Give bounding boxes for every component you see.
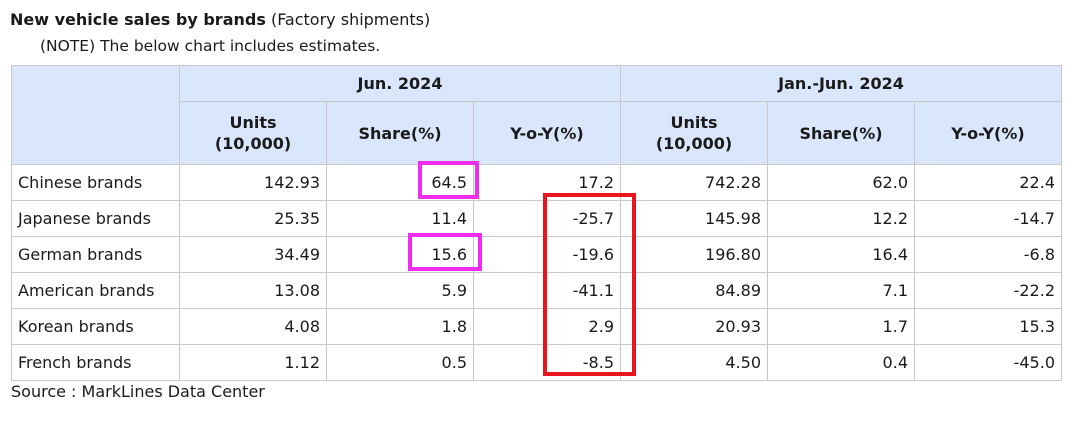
cell-brand: Chinese brands: [11, 164, 180, 201]
cell-h1-units: 84.89: [620, 272, 768, 309]
table-title-main: New vehicle sales by brands: [10, 10, 266, 29]
header-h1-yoy: Y-o-Y(%): [914, 101, 1062, 165]
header-period-h1: Jan.-Jun. 2024: [620, 65, 1062, 102]
cell-h1-share: 16.4: [767, 236, 915, 273]
sales-table: Jun. 2024 Jan.-Jun. 2024 Units (10,000) S…: [11, 65, 1062, 381]
cell-brand: French brands: [11, 344, 180, 381]
cell-h1-units: 742.28: [620, 164, 768, 201]
highlight-box-chinese-share: [418, 161, 479, 199]
cell-jun-share: 11.4: [326, 200, 474, 237]
table-row: Chinese brands 142.93 64.5 17.2 742.28 62.0 22…: [11, 164, 1062, 201]
cell-jun-yoy: 2.9: [473, 308, 621, 345]
header-jun-share: Share(%): [326, 101, 474, 165]
header-period-jun: Jun. 2024: [179, 65, 621, 102]
cell-jun-share: 1.8: [326, 308, 474, 345]
cell-jun-units: 4.08: [179, 308, 327, 345]
cell-jun-units: 13.08: [179, 272, 327, 309]
cell-jun-share: 64.5: [326, 164, 474, 201]
table-note: (NOTE) The below chart includes estimate…: [40, 37, 381, 55]
header-row-columns: Units (10,000) Share(%) Y-o-Y(%) Units (10…: [12, 101, 1062, 165]
cell-h1-yoy: 22.4: [914, 164, 1062, 201]
cell-h1-units: 196.80: [620, 236, 768, 273]
cell-h1-yoy: -6.8: [914, 236, 1062, 273]
cell-jun-share: 0.5: [326, 344, 474, 381]
table-row: French brands 1.12 0.5 -8.5 4.50 0.4 -45.0: [11, 344, 1062, 381]
cell-h1-units: 20.93: [620, 308, 768, 345]
cell-h1-share: 62.0: [767, 164, 915, 201]
cell-jun-share: 15.6: [326, 236, 474, 273]
header-h1-units: Units (10,000): [620, 101, 768, 165]
cell-h1-units: 145.98: [620, 200, 768, 237]
table-row: Korean brands 4.08 1.8 2.9 20.93 1.7 15.3: [11, 308, 1062, 345]
cell-jun-yoy: -19.6: [473, 236, 621, 273]
cell-h1-yoy: 15.3: [914, 308, 1062, 345]
cell-jun-share: 5.9: [326, 272, 474, 309]
cell-h1-units: 4.50: [620, 344, 768, 381]
header-brand-corner: [11, 65, 180, 165]
cell-jun-units: 25.35: [179, 200, 327, 237]
cell-brand: Korean brands: [11, 308, 180, 345]
source-note: Source : MarkLines Data Center: [11, 382, 265, 401]
cell-h1-yoy: -45.0: [914, 344, 1062, 381]
cell-h1-share: 7.1: [767, 272, 915, 309]
table-row: Japanese brands 25.35 11.4 -25.7 145.98 12.2-…: [11, 200, 1062, 237]
table-title-sub: (Factory shipments): [270, 10, 431, 29]
header-h1-share: Share(%): [767, 101, 915, 165]
header-jun-units: Units (10,000): [179, 101, 327, 165]
cell-jun-units: 142.93: [179, 164, 327, 201]
cell-h1-share: 1.7: [767, 308, 915, 345]
table-row: German brands 34.49 15.6 -19.6 196.80 16.4 -6.…: [11, 236, 1062, 273]
cell-brand: German brands: [11, 236, 180, 273]
header-row-periods: Jun. 2024 Jan.-Jun. 2024: [11, 65, 1062, 165]
highlight-box-german-share: [408, 233, 482, 271]
header-jun-yoy: Y-o-Y(%): [473, 101, 621, 165]
cell-brand: American brands: [11, 272, 180, 309]
cell-brand: Japanese brands: [11, 200, 180, 237]
highlight-box-jun-yoy-decline: [543, 193, 636, 376]
cell-h1-share: 12.2: [767, 200, 915, 237]
cell-h1-yoy: -14.7: [914, 200, 1062, 237]
cell-h1-share: 0.4: [767, 344, 915, 381]
table-title: New vehicle sales by brands (Factory shi…: [10, 10, 430, 29]
cell-jun-units: 1.12: [179, 344, 327, 381]
table-row: American brands 13.08 5.9 -41.1 84.89 7.1 -22.…: [11, 272, 1062, 309]
cell-h1-yoy: -22.2: [914, 272, 1062, 309]
cell-jun-units: 34.49: [179, 236, 327, 273]
